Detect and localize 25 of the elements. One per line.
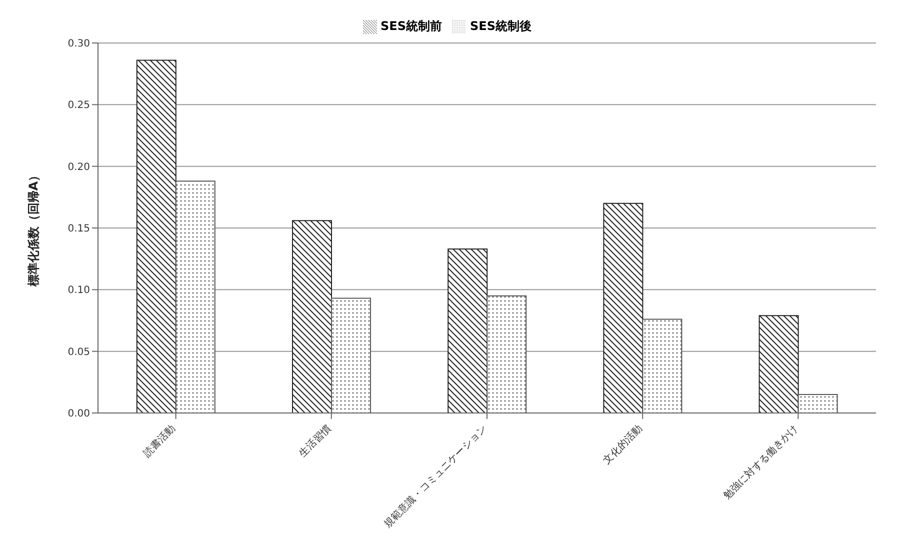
bar	[331, 298, 371, 413]
bar	[292, 220, 332, 413]
x-tick-label: 文化的活動	[600, 422, 645, 466]
y-tick-label: 0.25	[68, 100, 90, 112]
x-tick-label: 勉強に対する働きかけ	[721, 422, 800, 502]
legend-label: SES統制後	[470, 19, 532, 33]
x-tick-label: 生活習慣	[296, 422, 334, 460]
y-axis-title: 標準化係数（回帰A）	[26, 169, 40, 288]
y-tick-label: 0.30	[68, 38, 90, 50]
bar	[798, 394, 838, 413]
bar	[136, 60, 176, 413]
y-tick-label: 0.10	[68, 285, 90, 296]
y-tick-label: 0.05	[68, 346, 90, 358]
bar	[603, 202, 644, 413]
x-tick-label: 読書活動	[141, 422, 178, 460]
x-tick-label: 規範意識・コミュニケーション	[382, 422, 490, 530]
bar	[175, 180, 216, 413]
legend-label: SES統制前	[380, 19, 442, 33]
bar	[642, 318, 682, 413]
y-tick-label: 0.00	[68, 408, 90, 420]
y-tick-label: 0.20	[68, 162, 90, 173]
bar	[448, 248, 488, 413]
bar	[486, 295, 527, 413]
bar	[758, 315, 799, 413]
y-tick-label: 0.15	[68, 224, 90, 235]
